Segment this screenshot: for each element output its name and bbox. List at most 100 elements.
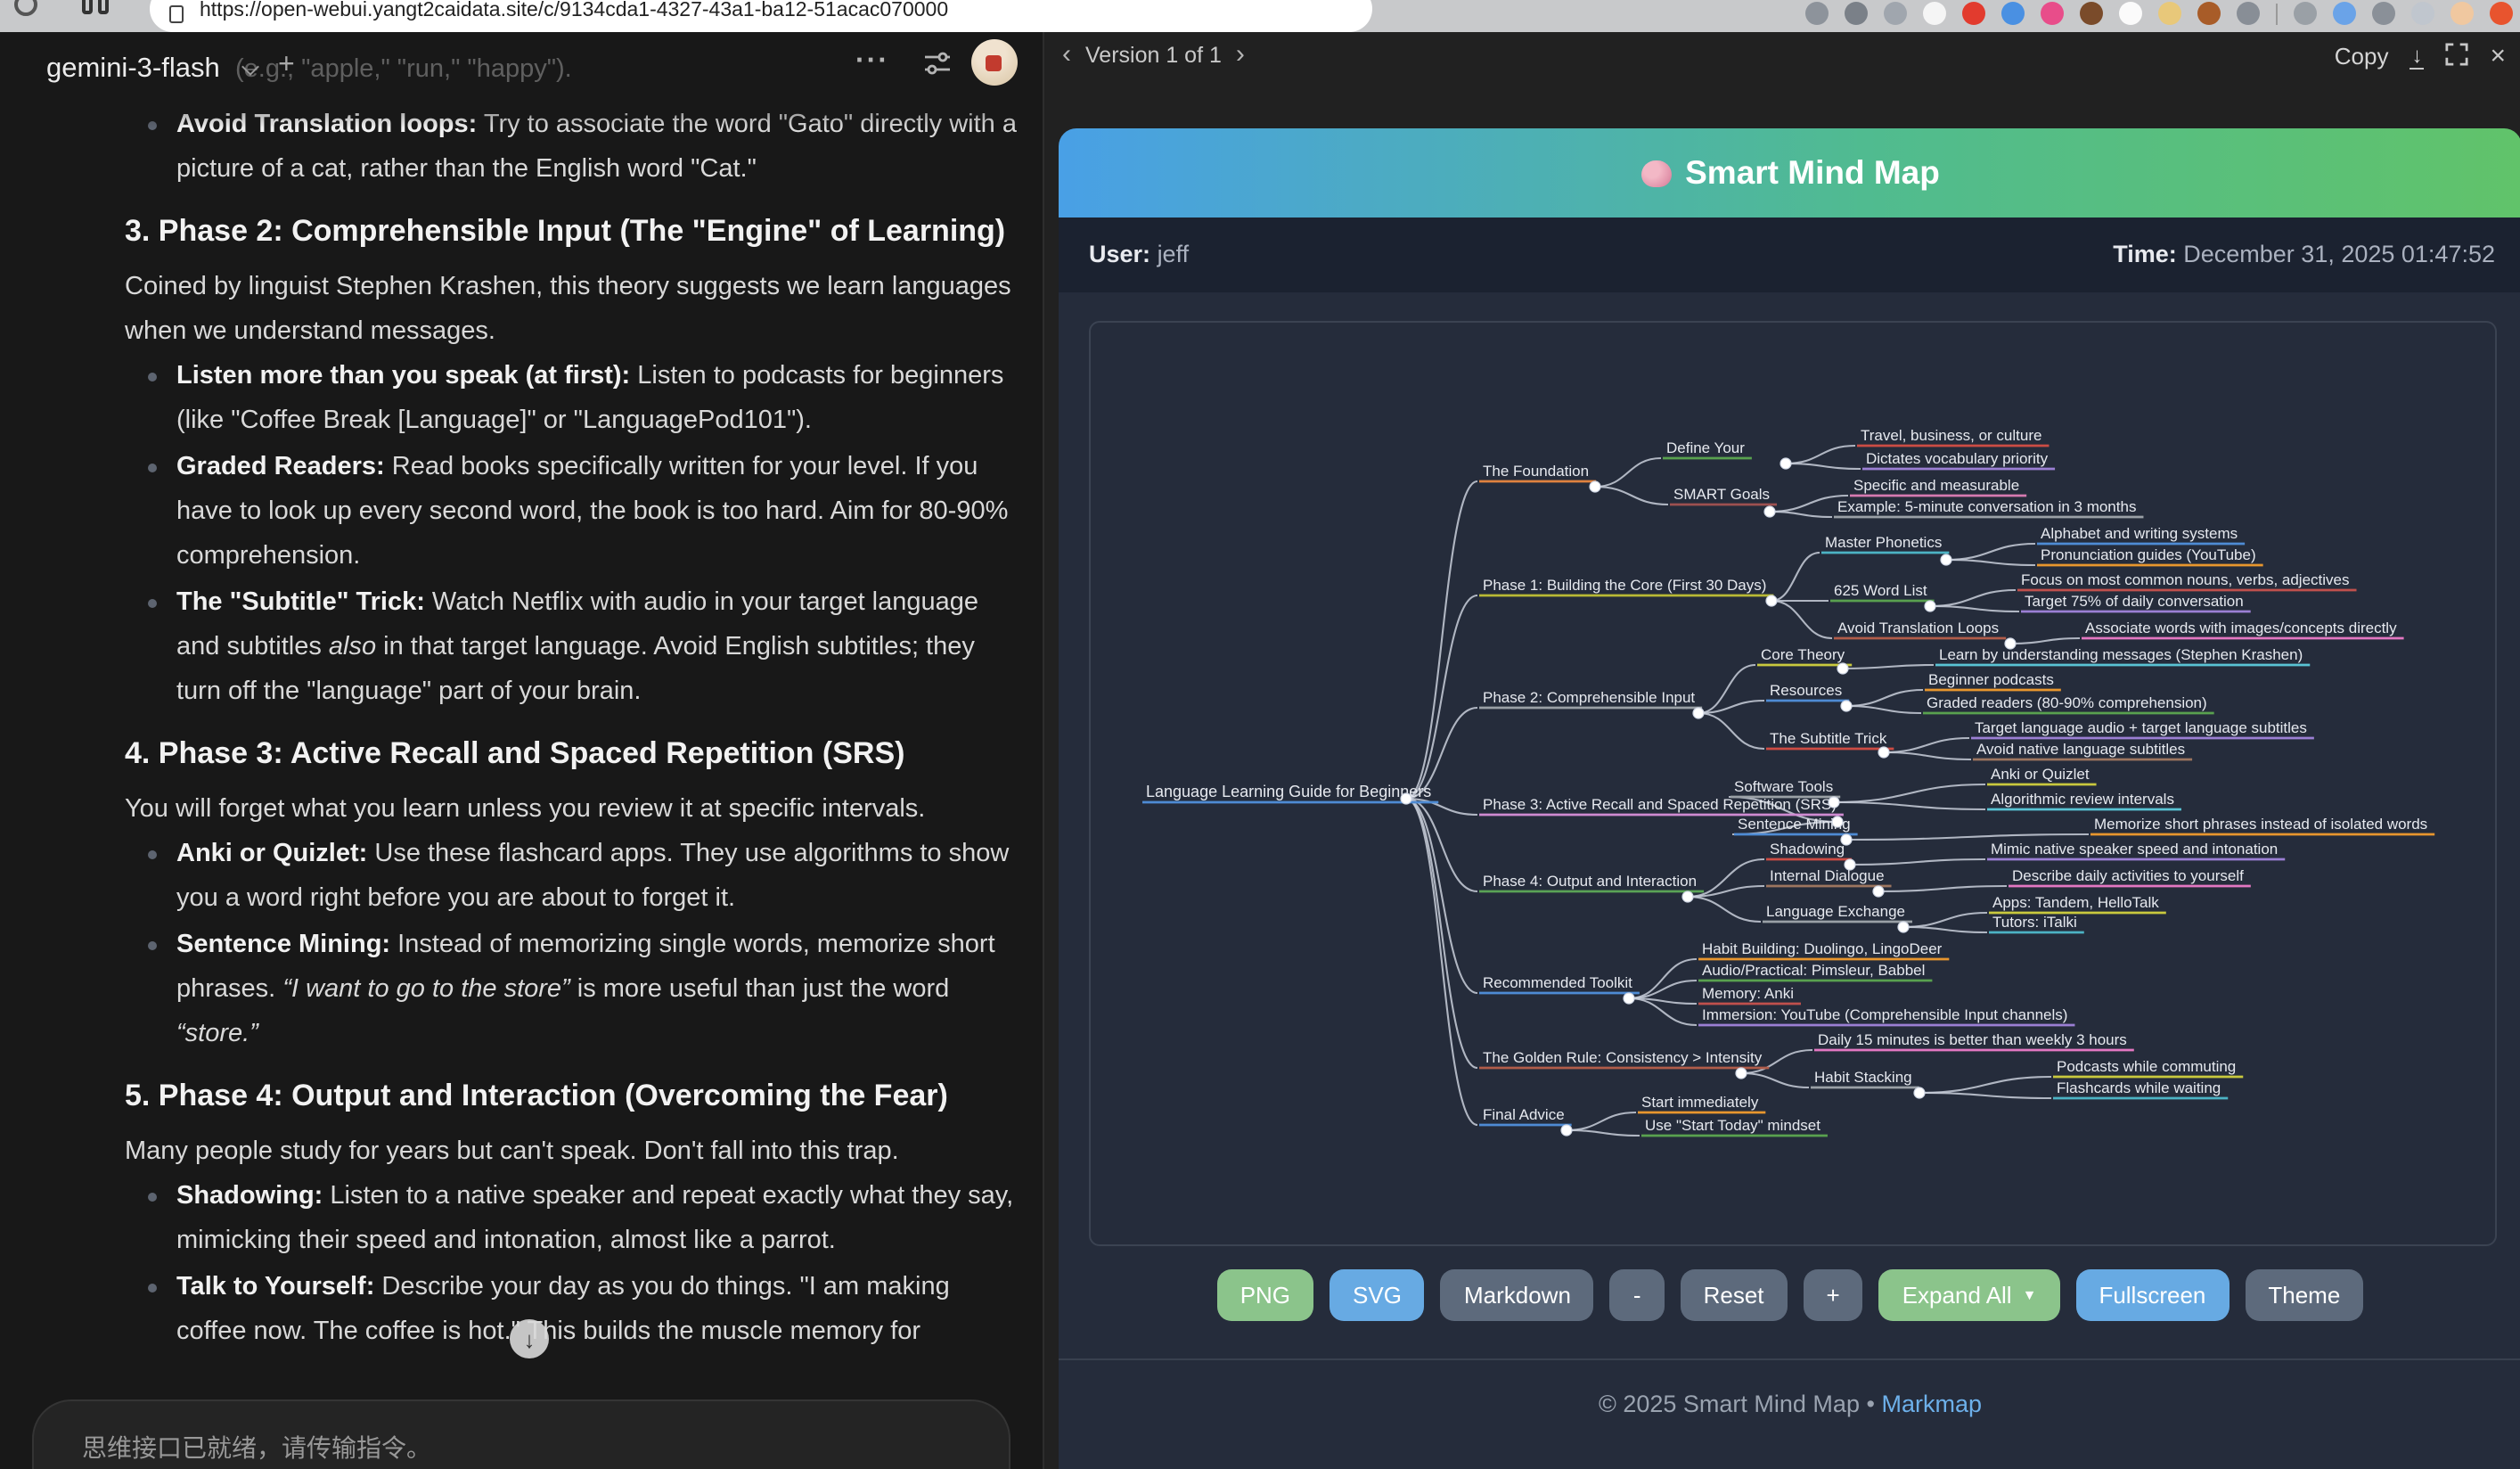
zoom-out-button[interactable]: - xyxy=(1609,1269,1665,1321)
mindmap-node[interactable]: Phase 2: Comprehensible Input xyxy=(1483,689,1695,706)
message-input[interactable]: 思维接口已就绪，请传输指令。 xyxy=(32,1399,1010,1469)
mindmap-node[interactable]: Habit Stacking xyxy=(1814,1069,1912,1086)
new-chat-button[interactable]: + xyxy=(278,50,295,80)
mindmap-node-toggle[interactable] xyxy=(1878,746,1890,759)
extension-icon[interactable] xyxy=(2080,2,2103,25)
mindmap-node[interactable]: SMART Goals xyxy=(1673,486,1770,503)
expand-icon[interactable] xyxy=(2445,42,2469,70)
user-avatar[interactable] xyxy=(971,39,1018,86)
mindmap-node[interactable]: Apps: Tandem, HelloTalk xyxy=(1992,894,2159,911)
mindmap-node[interactable]: Phase 3: Active Recall and Spaced Repeti… xyxy=(1483,796,1837,813)
mindmap-node-toggle[interactable] xyxy=(1828,796,1840,808)
close-icon[interactable]: × xyxy=(2490,41,2506,71)
mindmap-node-toggle[interactable] xyxy=(1840,700,1853,712)
mindmap-node[interactable]: Shadowing xyxy=(1770,841,1845,858)
mindmap-node[interactable]: Master Phonetics xyxy=(1825,534,1942,551)
extension-icon[interactable] xyxy=(2001,2,2025,25)
mindmap-node[interactable]: Algorithmic review intervals xyxy=(1991,791,2174,808)
mindmap-node[interactable]: Travel, business, or culture xyxy=(1861,427,2041,444)
mindmap-node-toggle[interactable] xyxy=(1681,890,1694,903)
mindmap-node[interactable]: Immersion: YouTube (Comprehensible Input… xyxy=(1702,1006,2067,1023)
mindmap-node[interactable]: Software Tools xyxy=(1734,778,1833,795)
extension-icon[interactable] xyxy=(1962,2,1985,25)
extension-icon[interactable] xyxy=(2411,2,2434,25)
previous-version-button[interactable]: ‹ xyxy=(1062,39,1071,70)
mindmap-node[interactable]: The Foundation xyxy=(1483,463,1589,480)
mindmap-node[interactable]: Beginner podcasts xyxy=(1928,671,2054,688)
mindmap-node-toggle[interactable] xyxy=(1872,885,1885,898)
fullscreen-button[interactable]: Fullscreen xyxy=(2075,1269,2230,1321)
model-selector[interactable]: gemini-3-flash xyxy=(46,53,220,84)
mindmap-node-toggle[interactable] xyxy=(1780,457,1792,470)
mindmap-node[interactable]: Memory: Anki xyxy=(1702,985,1794,1002)
mindmap-node-toggle[interactable] xyxy=(1924,600,1936,612)
extension-icon[interactable] xyxy=(2237,2,2260,25)
mindmap-node[interactable]: Flashcards while waiting xyxy=(2057,1079,2221,1096)
mindmap-node-toggle[interactable] xyxy=(1560,1124,1573,1137)
mindmap-node[interactable]: Dictates vocabulary priority xyxy=(1866,450,2049,467)
mindmap-node[interactable]: Learn by understanding messages (Stephen… xyxy=(1939,646,2303,663)
mindmap-node-toggle[interactable] xyxy=(1589,480,1601,493)
expand-all-button[interactable]: Expand All ▼ xyxy=(1878,1269,2060,1321)
mindmap-node-toggle[interactable] xyxy=(1623,992,1635,1005)
mindmap-node[interactable]: Avoid Translation Loops xyxy=(1837,620,1999,636)
mindmap-node-toggle[interactable] xyxy=(1400,792,1412,805)
extension-icon[interactable] xyxy=(2158,2,2181,25)
extension-icon[interactable] xyxy=(1884,2,1907,25)
mindmap-node[interactable]: Podcasts while commuting xyxy=(2057,1058,2236,1075)
mindmap-node[interactable]: Alphabet and writing systems xyxy=(2041,525,2238,542)
address-bar[interactable]: https://open-webui.yangt2caidata.site/c/… xyxy=(150,0,1372,32)
mindmap-node[interactable]: Internal Dialogue xyxy=(1770,867,1885,884)
mindmap-node[interactable]: Habit Building: Duolingo, LingoDeer xyxy=(1702,940,1943,957)
reset-button[interactable]: Reset xyxy=(1680,1269,1788,1321)
extension-icon[interactable] xyxy=(1845,2,1868,25)
mindmap-node[interactable]: 625 Word List xyxy=(1834,582,1927,599)
overflow-menu-icon[interactable]: ··· xyxy=(855,46,889,77)
mindmap-node-toggle[interactable] xyxy=(1831,816,1844,828)
mindmap-node[interactable]: Graded readers (80-90% comprehension) xyxy=(1927,694,2207,711)
scroll-to-bottom-button[interactable]: ↓ xyxy=(510,1319,549,1358)
mindmap-node[interactable]: Example: 5-minute conversation in 3 mont… xyxy=(1837,498,2136,515)
mindmap-svg[interactable]: Language Learning Guide for Beginners The… xyxy=(1059,294,2520,1266)
extension-icon[interactable] xyxy=(2372,2,2395,25)
mindmap-node-toggle[interactable] xyxy=(1840,833,1853,846)
next-version-button[interactable]: › xyxy=(1235,39,1245,70)
extension-icon[interactable] xyxy=(2333,2,2356,25)
tab-groups-icon[interactable] xyxy=(82,0,109,14)
markmap-link[interactable]: Markmap xyxy=(1881,1391,1983,1417)
extension-icon[interactable] xyxy=(2197,2,2221,25)
mindmap-node[interactable]: Start immediately xyxy=(1641,1094,1759,1111)
mindmap-node-toggle[interactable] xyxy=(1692,707,1705,719)
mindmap-node[interactable]: Tutors: iTalki xyxy=(1992,914,2077,931)
mindmap-node[interactable]: Target 75% of daily conversation xyxy=(2025,593,2244,610)
mindmap-node[interactable]: Language Learning Guide for Beginners xyxy=(1146,783,1431,800)
mindmap-node[interactable]: Associate words with images/concepts dir… xyxy=(2085,620,2397,636)
mindmap-node[interactable]: Focus on most common nouns, verbs, adjec… xyxy=(2021,571,2350,588)
mindmap-node-toggle[interactable] xyxy=(1897,921,1910,933)
png-button[interactable]: PNG xyxy=(1216,1269,1314,1321)
url-text[interactable]: https://open-webui.yangt2caidata.site/c/… xyxy=(200,0,949,21)
mindmap-node-toggle[interactable] xyxy=(1765,595,1778,607)
mindmap-node[interactable]: Sentence Mining xyxy=(1738,816,1851,833)
mindmap-node[interactable]: The Golden Rule: Consistency > Intensity xyxy=(1483,1049,1763,1066)
extension-icon[interactable] xyxy=(1805,2,1829,25)
mindmap-node[interactable]: Recommended Toolkit xyxy=(1483,974,1632,991)
mindmap-node[interactable]: Final Advice xyxy=(1483,1106,1565,1123)
mindmap-node[interactable]: The Subtitle Trick xyxy=(1770,730,1887,747)
mindmap-node[interactable]: Language Exchange xyxy=(1766,903,1905,920)
extension-icon[interactable] xyxy=(2294,2,2317,25)
mindmap-node[interactable]: Target language audio + target language … xyxy=(1975,719,2307,736)
extension-icon[interactable] xyxy=(1923,2,1946,25)
mindmap-node[interactable]: Pronunciation guides (YouTube) xyxy=(2041,546,2256,563)
extension-icon[interactable] xyxy=(2119,2,2142,25)
mindmap-node[interactable]: Anki or Quizlet xyxy=(1991,766,2090,783)
mindmap-node-toggle[interactable] xyxy=(1940,554,1952,566)
reload-icon[interactable] xyxy=(14,0,37,16)
mindmap-node-toggle[interactable] xyxy=(1763,505,1776,518)
mindmap-node[interactable]: Phase 4: Output and Interaction xyxy=(1483,873,1697,890)
download-icon[interactable]: ↓ xyxy=(2410,42,2425,69)
mindmap-node-toggle[interactable] xyxy=(1837,662,1849,675)
mindmap-node[interactable]: Specific and measurable xyxy=(1853,477,2019,494)
controls-icon[interactable] xyxy=(923,52,952,86)
mindmap-node[interactable]: Define Your xyxy=(1666,439,1745,456)
